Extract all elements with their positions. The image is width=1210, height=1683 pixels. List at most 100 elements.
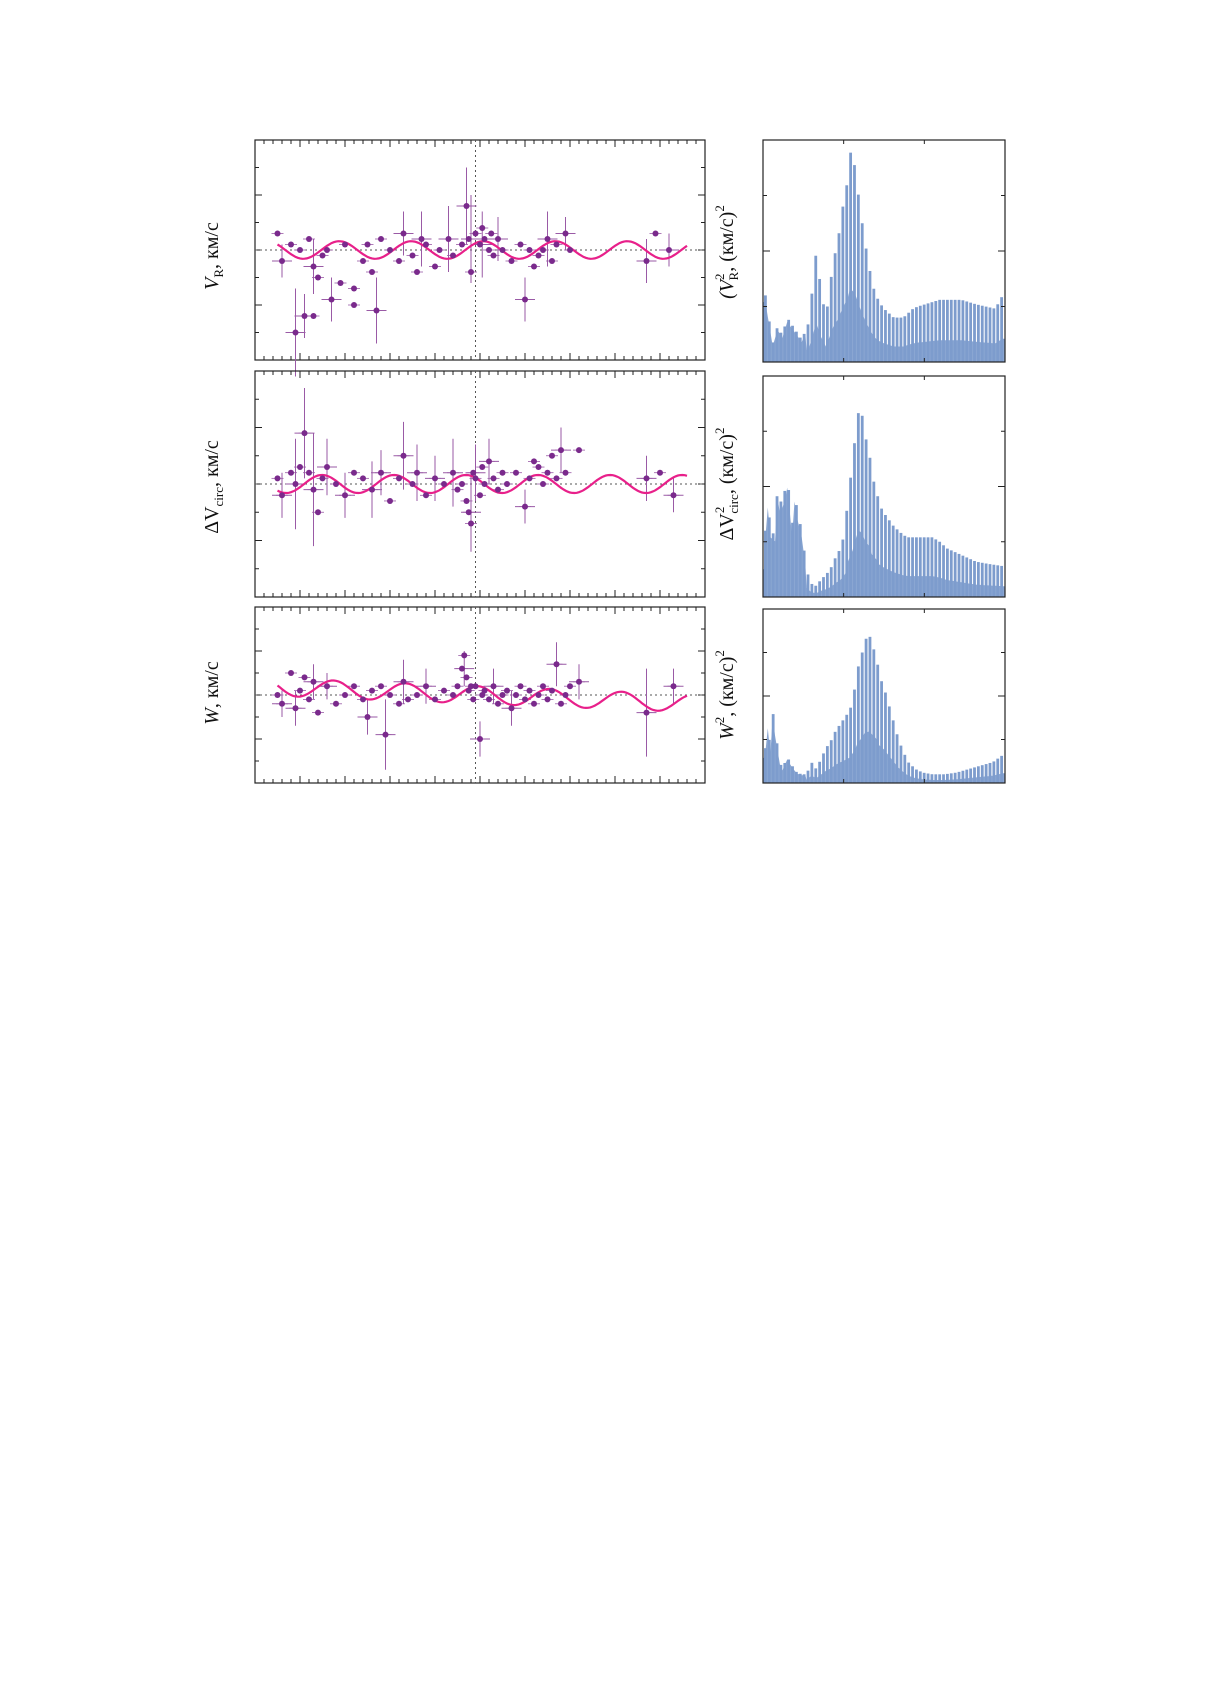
spectrum-bar: [988, 307, 992, 362]
spectrum-bar: [1000, 565, 1004, 597]
spectrum-bar: [771, 533, 775, 597]
data-point: [423, 241, 429, 248]
data-point: [423, 492, 429, 499]
data-point: [378, 236, 384, 242]
spectrum-bar: [845, 510, 849, 597]
data-point: [405, 696, 411, 703]
data-point: [670, 492, 677, 499]
spectrum-bar: [802, 550, 806, 597]
data-point: [666, 247, 672, 253]
data-point: [301, 674, 308, 681]
spectrum-bar: [779, 332, 783, 362]
spectrum-bar: [864, 248, 868, 362]
spectrum-bar: [767, 739, 771, 783]
data-point: [535, 692, 542, 698]
ylabel-dvcirc-spectrum: ΔV2circ, (км/с)2: [712, 428, 741, 541]
data-point: [481, 481, 488, 487]
data-point: [319, 475, 326, 482]
data-point: [472, 683, 479, 690]
spectrum-bar: [957, 299, 961, 362]
data-point: [531, 263, 537, 270]
data-point: [409, 481, 416, 487]
data-point: [535, 464, 542, 471]
data-point: [472, 230, 479, 237]
data-point: [562, 469, 569, 476]
data-point: [526, 687, 533, 694]
spectrum-bar: [926, 537, 930, 597]
data-point: [499, 692, 506, 698]
spectrum-bar: [988, 762, 992, 783]
data-point: [465, 236, 472, 242]
data-point: [522, 503, 528, 510]
ylabel-w: W, км/с: [201, 661, 223, 725]
spectrum-bar: [794, 505, 798, 597]
data-point: [351, 469, 357, 476]
data-point: [508, 258, 515, 264]
spectrum-bar: [969, 768, 973, 783]
spectrum-bar: [775, 496, 779, 597]
data-point: [297, 464, 303, 471]
spectrum-bar: [810, 293, 814, 362]
spectrum-bar: [798, 524, 802, 597]
spectrum-bar: [880, 305, 883, 362]
data-point: [479, 225, 486, 231]
data-point: [369, 486, 375, 493]
data-point: [306, 236, 312, 242]
data-point: [526, 247, 533, 253]
data-point: [531, 700, 537, 707]
panel-dvcirc-velocity: [254, 370, 706, 598]
spectrum-bar: [818, 278, 822, 362]
spectrum-bar: [868, 636, 872, 783]
data-point: [540, 683, 546, 690]
spectrum-bar: [915, 307, 918, 362]
spectrum-bar: [872, 288, 876, 362]
spectrum-bar: [802, 333, 806, 362]
spectrum-bar: [849, 152, 853, 362]
spectrum-bar: [903, 754, 907, 783]
data-point: [351, 302, 357, 308]
spectrum-bar: [969, 302, 973, 362]
spectrum-bar: [1000, 297, 1004, 362]
data-point: [369, 269, 375, 275]
spectrum-bar: [992, 564, 996, 597]
data-point: [450, 469, 456, 476]
spectrum-bar: [915, 769, 918, 783]
spectrum-bar: [829, 276, 833, 362]
spectrum-bar: [841, 539, 845, 597]
spectrum-bar: [810, 762, 814, 783]
ylabel-vr-spectrum: (V2R, (км/с)2: [712, 205, 741, 299]
data-point: [315, 709, 321, 716]
spectrum-bar: [829, 567, 833, 597]
spectrum-bar: [938, 299, 942, 362]
data-point: [526, 475, 533, 482]
data-point: [400, 230, 407, 237]
spectrum-bar: [841, 720, 845, 783]
spectrum-bar: [884, 515, 887, 597]
data-point: [324, 247, 330, 253]
spectrum-bar: [845, 714, 849, 783]
data-point: [301, 430, 308, 437]
spectrum-bar: [946, 299, 949, 362]
spectrum-bar: [787, 490, 791, 597]
data-point: [495, 700, 501, 707]
data-point: [454, 486, 461, 493]
data-point: [481, 687, 488, 694]
data-point: [414, 469, 420, 476]
spectrum-bar: [996, 758, 1000, 783]
spectrum-bar: [822, 753, 825, 783]
spectrum-bar: [837, 725, 841, 783]
spectrum-bar: [926, 773, 930, 783]
data-point: [432, 696, 438, 703]
data-point: [319, 252, 326, 259]
spectrum-bar: [791, 766, 794, 783]
spectrum-bar: [779, 501, 783, 597]
spectrum-bar: [794, 771, 798, 783]
data-point: [445, 236, 452, 242]
spectrum-bar: [922, 772, 926, 783]
spectrum-bar: [860, 652, 864, 783]
spectrum-bar: [903, 535, 907, 597]
data-point: [535, 252, 542, 259]
data-point: [495, 486, 501, 493]
data-point: [522, 696, 528, 703]
